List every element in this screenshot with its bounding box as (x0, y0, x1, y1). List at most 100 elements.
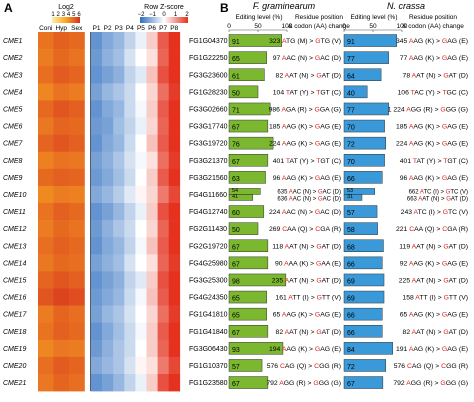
heatmap-cell (69, 100, 85, 118)
codon-change: 663 AAT (N) > GAT (D) (407, 196, 468, 202)
heatmap-cell (91, 117, 103, 135)
heatmap-cell (102, 220, 114, 238)
editing-row: FG2G19720 67 118 AAT (N) > GAT (D) 68 119 AA… (189, 239, 468, 252)
heatmap-cell (168, 100, 181, 118)
editing-level-bar (343, 290, 385, 304)
codon-change: 401 TAT (Y) > TGT (C) (273, 158, 341, 165)
heatmap-cell (124, 288, 136, 306)
heatmap-cell (38, 117, 54, 135)
row-label: CME12 (3, 226, 26, 233)
heatmap-cell (157, 32, 169, 50)
editing-level-value: 58 (347, 227, 355, 234)
editing-level-bar (343, 119, 385, 133)
editing-level-bar (228, 85, 259, 99)
axis-tick-label: 100 (397, 23, 408, 30)
row-label: CME21 (3, 380, 26, 387)
heatmap-cell (146, 237, 158, 255)
heatmap-cell (124, 49, 136, 67)
editing-level-value: 84 (347, 347, 355, 354)
editing-level-bar (228, 359, 263, 372)
editing-row: FG1G41810 65 65 AAG (K) > GAG (E) 66 65 AAG … (189, 307, 468, 321)
codon-change: 224 AAG (K) > GAG (E) (269, 141, 341, 148)
heatmap-cell (113, 100, 125, 118)
editing-level-bar (228, 119, 269, 133)
codon-change: 221 CAA (Q) > CGA (R) (396, 226, 468, 233)
heatmap-cell (168, 374, 181, 392)
heatmap-cell (53, 322, 70, 341)
editing-rows: FG1G04370 91 323 ATG (M) > GTG (V) 91 345 AA… (189, 34, 468, 389)
codon-change: 161 ATT (I) > GTT (V) (275, 295, 341, 302)
heatmap-cell (168, 203, 181, 221)
heatmap-cell (113, 220, 125, 238)
codon-change: 235 AAT (N) > GAT (D) (272, 277, 341, 284)
heatmap-cell (91, 339, 103, 358)
heatmap-cell (91, 32, 103, 50)
editing-level-value: 67 (232, 159, 240, 166)
editing-level-value: 50 (232, 90, 240, 97)
heatmap-cell (91, 185, 103, 204)
gene-id: FG4G11660 (189, 192, 227, 199)
heatmap-cell (135, 117, 147, 135)
panel-b-letter: B (220, 1, 229, 15)
heatmap-cell (124, 168, 136, 187)
fg-level-header: Editing level (%) (236, 14, 283, 21)
editing-level-bar (343, 222, 378, 235)
heatmap-cell (38, 237, 54, 255)
heatmap-cell (102, 151, 114, 170)
heatmap-cell (69, 305, 85, 323)
editing-level-bar (228, 205, 265, 218)
editing-level-bar (343, 205, 378, 218)
heatmap-cell (146, 100, 158, 118)
heatmap-cell (102, 254, 114, 272)
editing-level-bar (228, 154, 269, 167)
codon-change: 65 AAG (K) > GAG (E) (400, 312, 468, 319)
column-label: P1 (93, 25, 101, 32)
heatmap-cell (102, 117, 114, 135)
heatmap-cell (69, 203, 85, 221)
row-label: CME3 (3, 72, 23, 79)
zscore-legend-title: Row Z-score (144, 4, 184, 11)
heatmap-cell (135, 203, 147, 221)
species-fg-title: F. graminearum (253, 1, 316, 11)
heatmap-cell (157, 356, 169, 375)
editing-level-bar (343, 194, 363, 201)
heatmap-cell (91, 288, 103, 306)
species-nc-title: N. crassa (387, 1, 425, 11)
editing-level-bar (228, 194, 254, 201)
editing-level-bar (343, 256, 383, 270)
editing-level-value: 77 (347, 56, 355, 63)
editing-level-value: 76 (232, 142, 240, 149)
editing-row: FG1G41840 67 82 AAT (N) > GAT (D) 66 82 AAT … (189, 325, 468, 338)
heatmap-cell (168, 83, 181, 101)
heatmap-cell (168, 356, 181, 375)
gene-id: FG3G23600 (189, 72, 228, 79)
heatmap-cell (113, 322, 125, 341)
row-label: CME9 (3, 175, 23, 182)
codon-change: 65 AAG (K) > GAG (E) (273, 312, 341, 319)
heatmap-cell (135, 237, 147, 255)
editing-level-value: 70 (347, 125, 355, 132)
heatmap-cell (146, 322, 158, 341)
editing-level-bar (228, 34, 283, 47)
editing-level-bar (228, 307, 267, 321)
editing-level-value: 70 (347, 159, 355, 166)
zscore-tick-label: −1 (149, 12, 157, 18)
editing-level-value: 54 (232, 188, 238, 194)
heatmap-cell (135, 83, 147, 101)
row-label: CME17 (3, 312, 27, 319)
column-label: Coni (39, 25, 52, 32)
log2-tick-label: 4 (67, 12, 71, 18)
heatmap-cell (124, 220, 136, 238)
editing-row: FG3G23600 61 82 AAT (N) > GAT (D) 64 78 AAT … (189, 68, 468, 81)
panel-a-letter: A (4, 1, 13, 15)
heatmap-cell (124, 117, 136, 135)
editing-level-value: 71 (232, 107, 240, 114)
heatmap-cell (124, 254, 136, 272)
editing-level-value: 50 (232, 227, 240, 234)
heatmap-cell (168, 271, 181, 289)
heatmap-cell (124, 151, 136, 170)
heatmap-cell (102, 237, 114, 255)
heatmap-cell (146, 203, 158, 221)
heatmap-cell (53, 339, 70, 358)
